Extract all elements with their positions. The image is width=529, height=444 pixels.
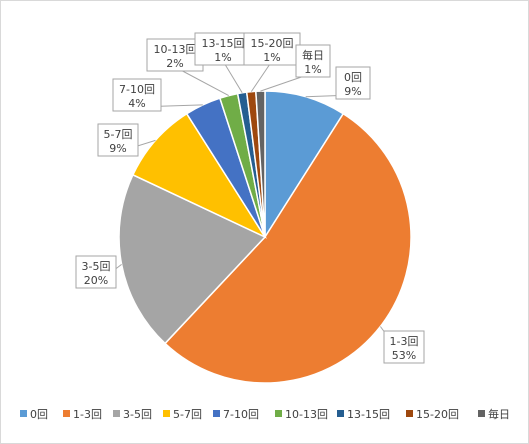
legend-swatch-8 (406, 410, 413, 417)
legend-label-7: 13-15回 (347, 408, 390, 421)
legend-swatch-6 (275, 410, 282, 417)
legend-swatch-1 (20, 410, 27, 417)
legend: 0回 1-3回 3-5回 5-7回 7-10回 10-13回 13-15回 15-20回 毎日 (20, 408, 510, 421)
legend-swatch-9 (478, 410, 485, 417)
data-label-category-7: 13-15回 (202, 37, 245, 50)
legend-swatch-4 (163, 410, 170, 417)
data-label-value-2: 53% (392, 349, 416, 362)
data-label-category-4: 5-7回 (104, 128, 133, 141)
data-label-box-7 (194, 32, 252, 66)
data-label-value-5: 4% (128, 97, 145, 110)
data-label-box-8 (243, 32, 301, 66)
data-label-value-6: 2% (166, 57, 183, 70)
data-label-value-1: 9% (344, 85, 361, 98)
pie-slice-2 (163, 112, 412, 384)
data-label-box-4 (97, 123, 139, 157)
data-label-category-3: 3-5回 (82, 260, 111, 273)
data-label-box-6 (146, 38, 204, 72)
data-label-category-5: 7-10回 (119, 83, 155, 96)
leader-line-7 (222, 60, 243, 94)
data-label-box-1 (335, 66, 371, 100)
data-label-value-3: 20% (84, 274, 108, 287)
legend-swatch-3 (113, 410, 120, 417)
legend-swatch-5 (213, 410, 220, 417)
pie-slice-4 (131, 112, 268, 239)
legend-swatch-7 (337, 410, 344, 417)
legend-label-6: 10-13回 (285, 408, 328, 421)
legend-label-4: 5-7回 (173, 408, 202, 421)
data-label-value-4: 9% (109, 142, 126, 155)
data-label-box-9 (295, 44, 331, 78)
data-label-box-3 (75, 255, 117, 289)
leader-line-6 (174, 66, 229, 97)
leader-line-8 (250, 60, 273, 92)
legend-label-1: 0回 (30, 408, 48, 421)
data-labels: 0回9%1-3回53%3-5回20%5-7回9%7-10回4%10-13回2%1… (75, 32, 425, 364)
legend-label-3: 3-5回 (123, 408, 152, 421)
data-label-category-9: 毎日 (302, 49, 324, 62)
legend-label-9: 毎日 (488, 408, 510, 421)
legend-swatch-2 (63, 410, 70, 417)
legend-label-5: 7-10回 (223, 408, 259, 421)
data-label-category-2: 1-3回 (390, 335, 419, 348)
pie-slices (118, 90, 412, 384)
data-label-category-8: 15-20回 (251, 37, 294, 50)
data-label-category-6: 10-13回 (154, 43, 197, 56)
data-label-value-8: 1% (263, 51, 280, 64)
data-label-value-7: 1% (214, 51, 231, 64)
data-label-box-2 (383, 330, 425, 364)
legend-label-2: 1-3回 (73, 408, 102, 421)
data-label-category-1: 0回 (344, 71, 362, 84)
pie-slice-3 (118, 173, 267, 345)
data-label-value-9: 1% (304, 63, 321, 76)
legend-label-8: 15-20回 (416, 408, 459, 421)
data-label-box-5 (112, 78, 162, 112)
